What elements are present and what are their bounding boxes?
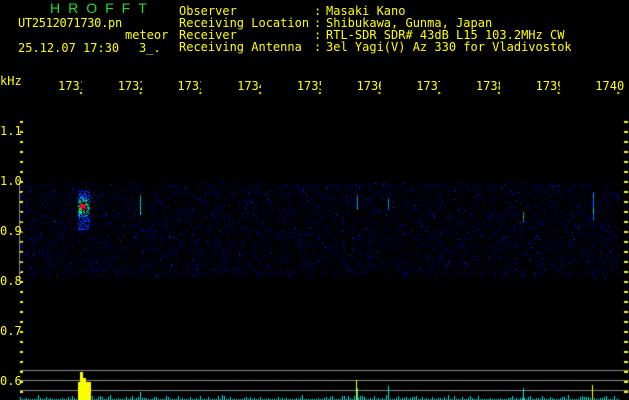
y-tick-label: 1.1 <box>0 124 22 138</box>
antenna-value: 3el Yagi(V) Az 330 for Vladivostok <box>326 40 572 54</box>
location-value: Shibukawa, Gunma, Japan <box>326 16 493 30</box>
x-tick-label: 1738 <box>475 80 500 92</box>
x-tick-label: 1735 <box>296 80 321 92</box>
colon: : <box>314 4 322 18</box>
colon: : <box>314 28 322 42</box>
y-unit-label: kHz <box>0 74 22 88</box>
x-tick-label: 1733 <box>177 80 201 92</box>
observer-value: Masaki Kano <box>326 4 406 18</box>
detection-count: 3_. <box>139 41 161 55</box>
app-logo: HROFFT <box>50 0 155 16</box>
y-tick-label: 0.9 <box>0 224 22 238</box>
datetime: 25.12.07 17:30 <box>18 41 120 55</box>
y-tick-label: 0.6 <box>0 374 22 388</box>
x-tick-label: 1734 <box>237 80 261 92</box>
location-label: Receiving Location <box>179 16 310 30</box>
y-tick-label: 0.7 <box>0 324 22 338</box>
colon: : <box>314 40 322 54</box>
x-tick-label: 1732 <box>117 80 142 92</box>
y-tick-label: 1.0 <box>0 174 22 188</box>
colon: : <box>314 16 322 30</box>
receiver-label: Receiver <box>179 28 237 42</box>
x-tick-label: 1739 <box>535 80 560 92</box>
y-tick-label: 0.8 <box>0 274 22 288</box>
x-tick-label: 1737 <box>416 80 440 92</box>
x-tick-label: 1740 <box>595 80 625 92</box>
mode-label: meteor <box>125 28 169 42</box>
antenna-label: Receiving Antenna <box>179 40 302 54</box>
observer-label: Observer <box>179 4 237 18</box>
filename: UT2512071730.pn <box>18 16 122 30</box>
receiver-value: RTL-SDR SDR# 43dB L15 103.2MHz CW <box>326 28 565 42</box>
x-tick-label: 1736 <box>356 80 381 92</box>
